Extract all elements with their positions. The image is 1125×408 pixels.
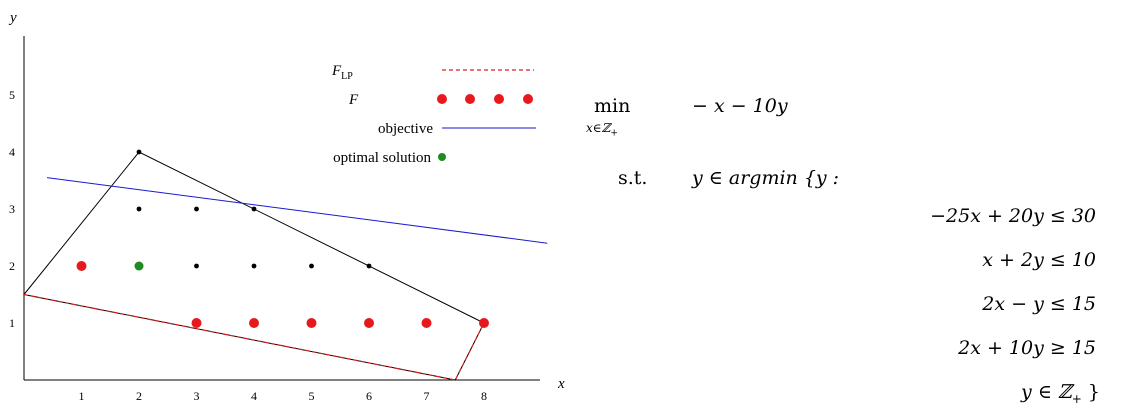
- min-word: min: [594, 95, 631, 117]
- legend-swatch-f-dot: [437, 94, 447, 104]
- constraint-2-text: x + 2y ≤ 10: [982, 249, 1096, 271]
- lower-level-head: y ∈ argmin {y :: [692, 167, 839, 189]
- y-tick-label: 3: [9, 202, 15, 216]
- y-tick-label: 2: [9, 259, 15, 273]
- bilevel-feasible-point: [479, 318, 489, 328]
- x-tick-label: 4: [251, 389, 257, 403]
- domain-y-text: y ∈ ℤ: [1021, 381, 1072, 403]
- constraint-1-text: −25x + 20y ≤ 30: [930, 205, 1096, 227]
- bilevel-feasible-point: [364, 318, 374, 328]
- bilevel-feasible-point: [306, 318, 317, 328]
- st-word: s.t.: [618, 167, 648, 189]
- integer-point: [194, 206, 199, 212]
- bilevel-feasible-point: [249, 318, 259, 328]
- min-operator: min: [594, 95, 630, 117]
- x-tick-label: 5: [309, 389, 315, 403]
- constraint-3-text: 2x − y ≤ 15: [982, 293, 1096, 315]
- integer-point: [136, 149, 142, 155]
- x-tick-label: 2: [136, 389, 142, 403]
- legend-label-f-lp-sub: LP: [341, 71, 353, 82]
- constraint-3: 2x − y ≤ 15: [982, 293, 1096, 315]
- lower-level-text: y ∈ argmin {y :: [692, 167, 840, 189]
- integer-point: [309, 263, 314, 269]
- legend-swatch-f-dot: [465, 94, 475, 104]
- integer-point: [251, 263, 257, 269]
- integer-point: [251, 206, 257, 212]
- legend-label-f: F: [348, 92, 359, 108]
- bilevel-feasible-point: [421, 318, 432, 328]
- x-tick-label: 6: [366, 389, 372, 403]
- closing-brace: }: [1081, 381, 1100, 403]
- min-subscript-text: x∈ℤ: [586, 121, 611, 135]
- legend-swatch-f-dot: [523, 94, 533, 104]
- legend-swatch-optimal-solution: [438, 153, 446, 161]
- y-tick-label: 1: [9, 316, 15, 330]
- min-subscript-plus: +: [610, 128, 618, 139]
- legend-label-optimal-solution: optimal solution: [333, 150, 431, 166]
- objective-line: [46, 177, 548, 244]
- integer-point: [194, 263, 199, 269]
- bilevel-feasible-point: [191, 318, 202, 328]
- x-axis-label: x: [557, 376, 565, 392]
- optimal-solution-point: [134, 261, 144, 271]
- x-tick-label: 7: [424, 389, 430, 403]
- lp-feasible-region: [23, 293, 485, 381]
- subject-to: s.t.: [618, 167, 647, 189]
- y-tick-label: 4: [9, 145, 15, 159]
- constraint-1: −25x + 20y ≤ 30: [930, 205, 1096, 227]
- objective-text: − x − 10y: [692, 95, 788, 117]
- x-tick-label: 1: [79, 389, 85, 403]
- legend-swatch-f-dot: [494, 94, 504, 104]
- x-tick-label: 3: [194, 389, 200, 403]
- legend-label-f-lp: FLP: [331, 63, 353, 82]
- objective-expression: − x − 10y: [692, 95, 788, 117]
- min-subscript: x∈ℤ+: [586, 121, 618, 138]
- constraint-2: x + 2y ≤ 10: [982, 249, 1096, 271]
- integer-point: [136, 206, 142, 212]
- y-axis-label: y: [8, 10, 17, 26]
- integer-point: [366, 263, 372, 269]
- bilevel-feasible-point: [76, 261, 87, 271]
- constraint-4: 2x + 10y ≥ 15: [958, 337, 1096, 359]
- constraint-4-text: 2x + 10y ≥ 15: [958, 337, 1096, 359]
- legend-label-objective: objective: [378, 121, 433, 137]
- y-tick-label: 5: [9, 88, 15, 102]
- domain-constraint: y ∈ ℤ+ }: [1021, 381, 1100, 406]
- domain-plus: +: [1071, 391, 1082, 406]
- x-tick-label: 8: [481, 389, 487, 403]
- bilevel-formulation: min x∈ℤ+ − x − 10y s.t. y ∈ argmin {y : …: [580, 90, 1100, 408]
